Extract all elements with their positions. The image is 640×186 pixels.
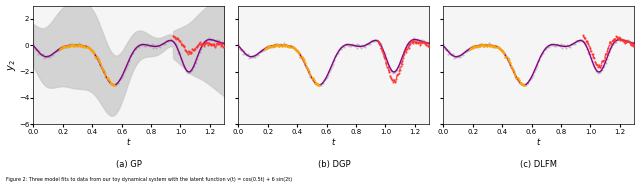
Text: Figure 2: Three model fits to data from our toy dynamical system with the latent: Figure 2: Three model fits to data from … xyxy=(6,177,292,182)
Text: (a) GP: (a) GP xyxy=(116,160,142,169)
Text: (b) DGP: (b) DGP xyxy=(317,160,350,169)
X-axis label: $t$: $t$ xyxy=(536,136,541,147)
Y-axis label: $y_2$: $y_2$ xyxy=(6,59,17,71)
X-axis label: $t$: $t$ xyxy=(126,136,132,147)
Text: (c) DLFM: (c) DLFM xyxy=(520,160,557,169)
X-axis label: $t$: $t$ xyxy=(331,136,337,147)
